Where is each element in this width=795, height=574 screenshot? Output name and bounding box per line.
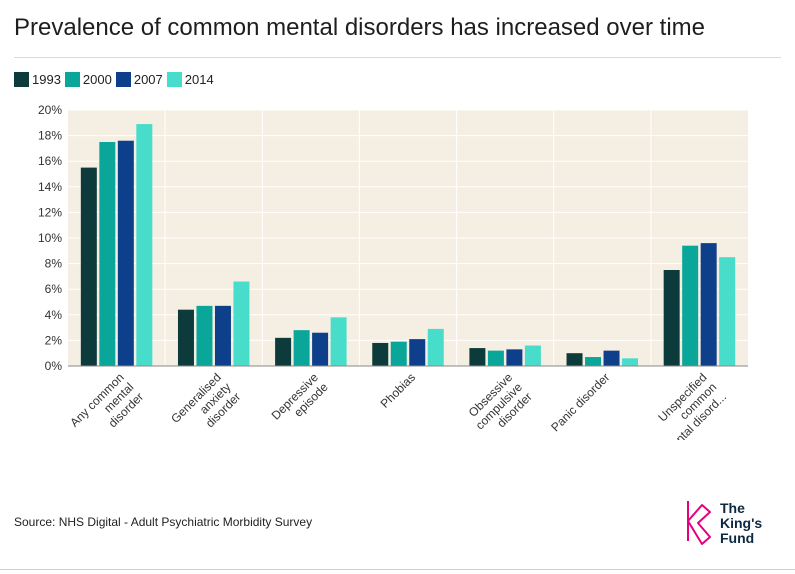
legend-label: 1993 — [32, 72, 61, 87]
legend-swatch — [14, 72, 29, 87]
x-category-label: Unspecifiedcommonmental disord... — [642, 370, 729, 440]
x-category-label: Depressiveepisode — [269, 370, 331, 432]
logo-text-fund: Fund — [720, 530, 754, 546]
title-divider — [14, 57, 781, 58]
x-category-label: Phobias — [378, 370, 419, 411]
y-tick-label: 12% — [38, 205, 62, 219]
bottom-divider — [0, 569, 795, 570]
bar-2000-4 — [390, 341, 407, 366]
logo-text-the: The — [720, 500, 745, 516]
legend-item-2000: 2000 — [64, 72, 112, 87]
legend-item-2007: 2007 — [115, 72, 163, 87]
bar-2000-2 — [196, 305, 213, 366]
bar-2007-2 — [214, 305, 231, 366]
bar-1993-6 — [566, 353, 583, 366]
bar-2014-6 — [622, 358, 639, 366]
kings-fund-k-icon — [687, 501, 711, 545]
bar-chart: 0% 2% 4% 6% 8% 10% 12% 14% 16% 18% 20% Any commonme… — [38, 103, 748, 440]
bar-1993-4 — [372, 342, 389, 366]
bar-2000-5 — [487, 350, 504, 366]
y-tick-label: 16% — [38, 154, 62, 168]
legend-label: 2000 — [82, 72, 112, 87]
y-tick-label: 10% — [38, 231, 62, 245]
bar-2000-7 — [682, 245, 699, 366]
y-tick-label: 8% — [45, 257, 63, 271]
bar-2007-4 — [409, 339, 426, 366]
legend-swatch — [166, 72, 182, 87]
bar-1993-1 — [80, 167, 97, 366]
bar-2007-3 — [312, 332, 329, 366]
bar-2000-1 — [99, 142, 116, 366]
bar-2007-7 — [700, 243, 717, 366]
bar-2014-1 — [136, 124, 153, 366]
x-category-label-line: Panic disorder — [548, 370, 612, 434]
kings-fund-logo: The King's Fund — [687, 500, 762, 546]
bar-2014-4 — [427, 328, 444, 366]
x-category-label: Obsessivecompulsivedisorder — [463, 370, 535, 440]
bar-2014-3 — [330, 317, 347, 366]
legend-label: 2014 — [184, 72, 214, 87]
x-category-label: Panic disorder — [548, 370, 612, 434]
legend-label: 2007 — [133, 72, 163, 87]
bar-2000-3 — [293, 330, 310, 366]
source-note: Source: NHS Digital - Adult Psychiatric … — [14, 515, 313, 529]
chart-title: Prevalence of common mental disorders ha… — [14, 14, 705, 41]
bar-2007-1 — [117, 140, 134, 366]
legend-swatch — [64, 72, 80, 87]
bar-2014-7 — [719, 257, 736, 366]
bar-2007-6 — [603, 350, 620, 366]
x-category-label: Generalisedanxietydisorder — [168, 370, 243, 440]
bar-1993-5 — [469, 348, 486, 366]
bar-1993-7 — [663, 270, 680, 366]
y-tick-label: 6% — [45, 282, 63, 296]
x-category-label: Any commonmentaldisorder — [67, 370, 146, 440]
chart-legend: 1993 2000 2007 2014 — [14, 72, 218, 87]
bar-1993-2 — [177, 309, 194, 366]
bar-1993-3 — [275, 337, 292, 366]
y-tick-label: 18% — [38, 129, 62, 143]
x-category-label-line: Phobias — [378, 370, 419, 411]
logo-text-kings: King's — [720, 515, 762, 531]
bar-2000-6 — [585, 357, 602, 366]
y-tick-label: 20% — [38, 103, 62, 117]
legend-swatch — [115, 72, 131, 87]
y-tick-label: 0% — [45, 359, 63, 373]
bar-2014-2 — [233, 281, 250, 366]
y-tick-label: 14% — [38, 180, 62, 194]
y-tick-label: 4% — [45, 308, 63, 322]
bar-2007-5 — [506, 349, 523, 366]
legend-item-2014: 2014 — [166, 72, 214, 87]
legend-item-1993: 1993 — [14, 72, 61, 87]
bar-2014-5 — [524, 345, 541, 366]
y-tick-label: 2% — [45, 333, 63, 347]
